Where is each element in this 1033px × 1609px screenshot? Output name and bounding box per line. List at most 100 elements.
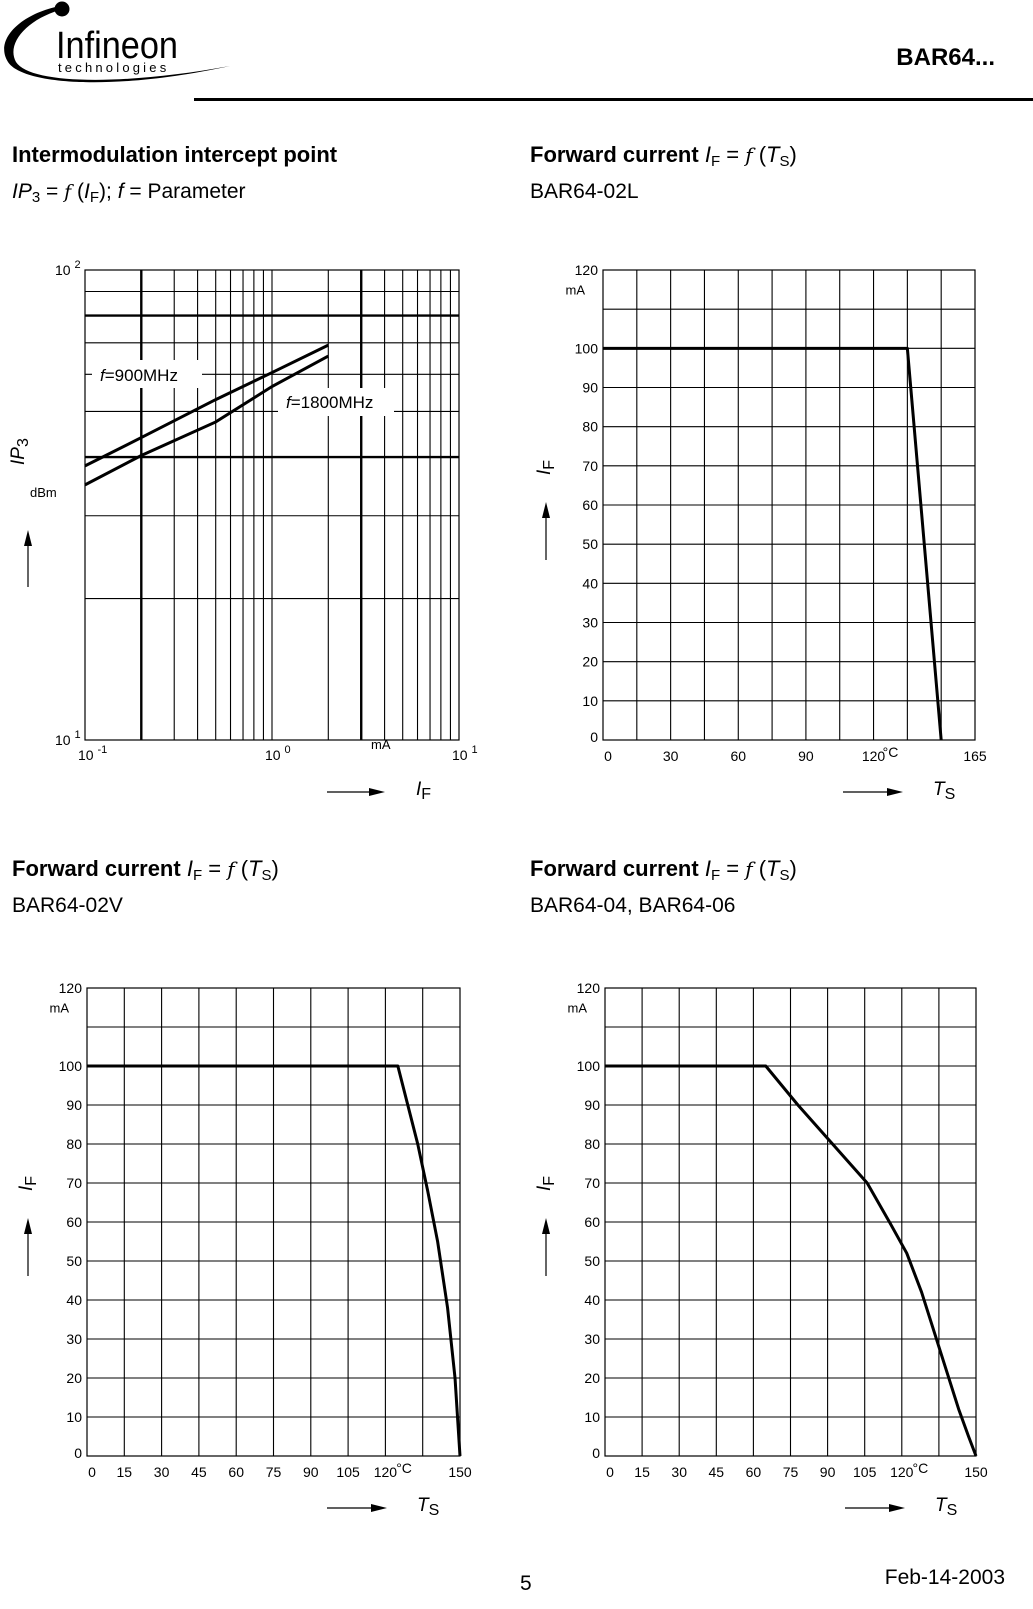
x-tick-label: 10 1 [452,744,478,763]
chart3-title: Forward current IF = f (TS) [12,856,279,884]
var-sub: F [192,867,203,884]
svg-text:IF: IF [534,1176,558,1191]
y-tick-label: 20 [66,1370,82,1386]
y-tick-label: 50 [582,536,598,552]
fn: f [227,857,235,881]
chart4-subtitle: BAR64-04, BAR64-06 [530,894,736,917]
fn: f [745,143,753,167]
y-unit-label: dBm [30,485,57,500]
page-number: 5 [520,1572,532,1595]
y-tick-label: 40 [584,1292,600,1308]
plot-frame [84,269,460,741]
logo-swoosh-icon: Infineon technologies [4,1,230,83]
var: I [704,142,711,167]
paren: ( [71,180,84,203]
y-tick-label: 0 [74,1445,82,1461]
y-tick-label: 0 [590,729,598,745]
svg-text:IF: IF [534,460,558,475]
x-tick-label: 60 [730,748,746,764]
y-tick-label: 10 [584,1409,600,1425]
y-unit-label: mA [566,283,586,298]
y-tick-label: 10 [66,1409,82,1425]
x-tick-label: 150 [964,1464,988,1480]
paren: ( [752,856,767,881]
y-tick-label: 120 [577,980,601,996]
x-tick-label: 60 [228,1464,244,1480]
part-number: BAR64... [896,44,995,71]
axis-title: TS [935,1495,957,1519]
series-label-900mhz: f=900MHz [100,366,178,385]
arrow-head-icon [542,1218,550,1234]
x-tick-label: 120 [862,748,886,764]
x-tick-label: 15 [634,1464,650,1480]
arg: T [766,142,780,167]
arg-sub: S [779,867,790,884]
x-tick-label: 90 [820,1464,836,1480]
series-label-1800mhz: f=1800MHz [286,393,373,412]
x-tick-label: 75 [783,1464,799,1480]
y-tick-label: 10 [582,693,598,709]
paren: ) [271,856,279,881]
axis-title: IP3 [8,438,32,465]
x-tick-label: 120 [890,1464,914,1480]
x-tick-label: 120 [374,1464,398,1480]
y-tick-label: 50 [66,1253,82,1269]
chart3-subtitle: BAR64-02V [12,894,123,917]
y-tick-label: 100 [575,340,599,356]
x-unit-label: °C [396,1460,412,1476]
arg: T [766,856,780,881]
axis-title: IF [416,779,431,803]
chart-ip3: f=900MHz f=1800MHz 10 -1 10 0 10 1 10 1 10 2 mA… [8,259,478,803]
x-tick-label: 0 [604,748,612,764]
y-tick-label: 40 [66,1292,82,1308]
arrow-head-icon [542,502,550,518]
series-line-900mhz [84,343,329,468]
paren: ( [752,142,767,167]
param-text: = Parameter [123,180,246,203]
paren: ) [789,856,797,881]
series-line [603,346,943,741]
y-tick-label: 40 [582,575,598,591]
var-sub: F [89,189,100,206]
x-tick-label: 165 [963,748,987,764]
series-line [605,1064,978,1457]
x-tick-label: 150 [448,1464,472,1480]
y-tick-label: 90 [582,380,598,396]
y-tick-label: 30 [584,1331,600,1347]
svg-text:TS: TS [933,779,955,803]
title-text: Forward current [12,856,187,881]
y-tick-label: 60 [584,1214,600,1230]
svg-text:IP3: IP3 [8,438,32,465]
x-unit-label: mA [371,737,391,752]
y-tick-label: 100 [577,1058,601,1074]
x-tick-label: 105 [336,1464,360,1480]
chart2-title: Forward current IF = f (TS) [530,142,797,170]
label-bg [92,360,202,388]
x-tick-label: 15 [117,1464,133,1480]
y-tick-label: 90 [66,1097,82,1113]
y-tick-label: 60 [582,497,598,513]
title-text: Forward current [530,856,705,881]
x-tick-label: 10 -1 [78,744,107,763]
x-tick-label: 0 [88,1464,96,1480]
axis-title: TS [417,1495,439,1519]
x-tick-label: 75 [266,1464,282,1480]
y-tick-label: 20 [582,654,598,670]
x-tick-label: 0 [606,1464,614,1480]
x-tick-label: 105 [853,1464,877,1480]
y-unit-label: mA [568,1001,588,1016]
logo-main-text: Infineon [56,25,178,67]
title-text: Forward current [530,142,705,167]
y-tick-label: 10 2 [55,259,81,278]
y-tick-label: 30 [66,1331,82,1347]
y-tick-label: 10 1 [55,729,81,748]
arrow-head-icon [889,1504,905,1512]
y-tick-label: 100 [59,1058,83,1074]
eq: = [40,180,65,203]
svg-text:TS: TS [935,1495,957,1519]
var: I [704,856,711,881]
y-tick-label: 80 [582,419,598,435]
y-tick-label: 80 [66,1136,82,1152]
paren: ( [234,856,249,881]
plot-frame [602,269,976,741]
